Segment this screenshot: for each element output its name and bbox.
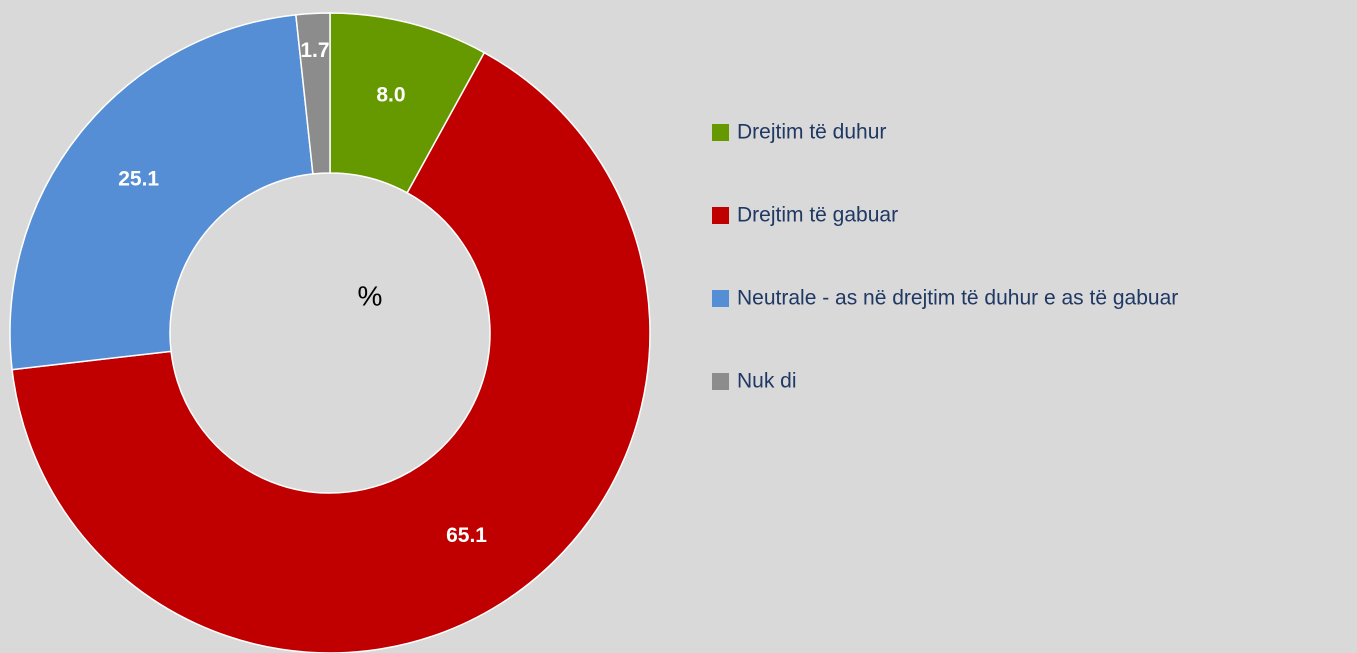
donut-slice: [9, 14, 314, 371]
value-label: 1.7: [300, 39, 329, 62]
center-label: %: [358, 280, 383, 311]
legend-label: Nuk di: [737, 370, 797, 393]
legend-label: Drejtim të gabuar: [737, 204, 898, 227]
value-label: 25.1: [118, 168, 159, 191]
legend-swatch: [712, 290, 729, 307]
legend-swatch: [712, 373, 729, 390]
donut-slice: [295, 12, 331, 175]
value-label: 8.0: [376, 83, 405, 106]
legend-label: Drejtim të duhur: [737, 121, 886, 144]
legend-label: Neutrale - as në drejtim të duhur e as t…: [737, 287, 1178, 310]
legend-swatch: [712, 207, 729, 224]
legend-swatch: [712, 124, 729, 141]
value-label: 65.1: [446, 524, 487, 547]
donut-slice: [11, 51, 651, 653]
